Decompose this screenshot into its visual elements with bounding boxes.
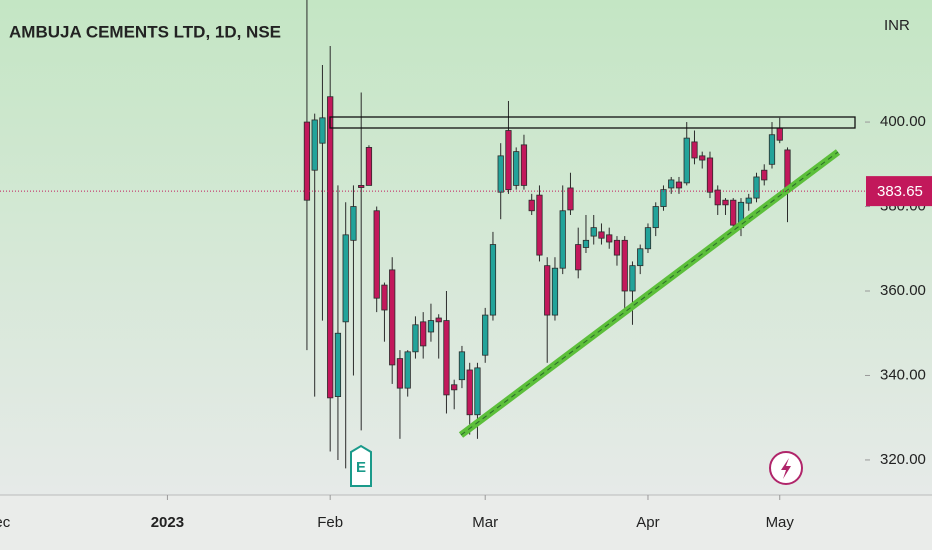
- candle-body: [644, 227, 652, 250]
- candle-body: [474, 367, 481, 416]
- candle-body: [575, 244, 582, 271]
- candle-body: [613, 239, 621, 256]
- candle-body: [590, 227, 597, 237]
- dividend-icon[interactable]: [769, 451, 803, 485]
- candle-body: [427, 320, 435, 333]
- x-tick-label: Mar: [472, 514, 498, 531]
- x-tick-label: 2023: [151, 514, 184, 531]
- trendline-dash: [460, 151, 839, 436]
- candle-body: [396, 358, 404, 389]
- x-tick-label: Dec: [0, 514, 11, 531]
- candle-body: [598, 231, 605, 239]
- candle-body: [637, 248, 644, 267]
- candle-body: [706, 157, 714, 193]
- candle-body: [412, 324, 419, 353]
- candle-body: [389, 269, 396, 366]
- plot-background: [0, 0, 932, 495]
- candle-body: [358, 185, 365, 188]
- svg-text:E: E: [356, 459, 366, 476]
- candle-body: [489, 244, 497, 316]
- x-tick-label: May: [766, 514, 795, 531]
- axes: 320.00340.00360.00380.00400.00Dec2023Feb…: [0, 113, 932, 531]
- candle-body: [466, 369, 473, 416]
- candle-body: [520, 144, 528, 186]
- candle-body: [730, 199, 737, 226]
- candle-body: [567, 187, 574, 211]
- earnings-icon[interactable]: E: [350, 444, 372, 487]
- candle-body: [404, 351, 411, 389]
- candle-body: [551, 267, 559, 316]
- candle-body: [559, 210, 566, 269]
- candle-body: [373, 210, 380, 299]
- candle-body: [319, 117, 326, 144]
- candle-body: [753, 176, 760, 199]
- x-tick-label: Apr: [636, 514, 659, 531]
- candle-body: [443, 320, 450, 396]
- candle-body: [497, 155, 504, 193]
- candle-body: [722, 199, 729, 206]
- candle-body: [528, 199, 535, 212]
- candle-body: [629, 265, 636, 292]
- resistance-zone: [329, 116, 856, 129]
- y-tick-label: 340.00: [880, 366, 926, 383]
- candle-body: [536, 194, 543, 256]
- candle-body: [745, 197, 752, 204]
- candle-body: [435, 317, 442, 323]
- candle-body: [513, 151, 520, 186]
- candle-body: [761, 169, 768, 181]
- candle-body: [714, 189, 721, 206]
- candle-body: [365, 147, 373, 186]
- candle-body: [334, 332, 342, 397]
- candle-body: [660, 189, 667, 207]
- candle-body: [683, 137, 690, 184]
- y-tick-label: 360.00: [880, 282, 926, 299]
- candle-body: [768, 134, 776, 165]
- candle-body: [675, 181, 683, 189]
- candle-body: [544, 265, 551, 316]
- candle-body: [342, 234, 349, 323]
- time-axis-background: [0, 495, 932, 550]
- candle-body: [582, 239, 590, 248]
- candle-body: [606, 234, 613, 243]
- candle-body: [327, 96, 334, 399]
- candle-body: [668, 179, 675, 189]
- x-tick-label: Feb: [317, 514, 343, 531]
- currency-label: INR: [884, 17, 910, 34]
- candle-body: [691, 141, 698, 159]
- candle-body: [776, 127, 783, 141]
- candle-body: [482, 314, 489, 356]
- y-tick-label: 400.00: [880, 113, 926, 130]
- last-price-box: [866, 176, 932, 207]
- candle-body: [652, 206, 659, 229]
- candle-body: [451, 384, 458, 391]
- candle-body: [311, 119, 318, 171]
- candle-body: [381, 284, 388, 311]
- chart-title: AMBUJA CEMENTS LTD, 1D, NSE: [9, 22, 281, 41]
- candle-body: [458, 351, 466, 381]
- y-tick-label: 320.00: [880, 451, 926, 468]
- candle-body: [699, 155, 706, 161]
- last-price-label: 383.65: [877, 183, 923, 200]
- candle-body: [303, 121, 311, 201]
- candle-body: [350, 206, 357, 241]
- candle-body: [621, 239, 628, 292]
- candle-body: [420, 321, 427, 347]
- candle-body: [505, 130, 512, 191]
- candles: [303, 0, 791, 469]
